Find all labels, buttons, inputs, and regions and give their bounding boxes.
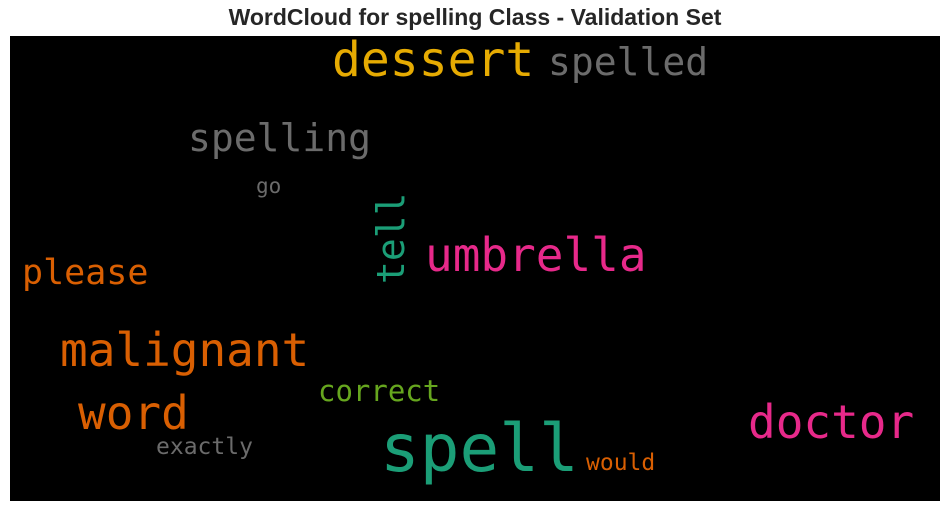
- word-word: word: [78, 386, 189, 440]
- chart-title: WordCloud for spelling Class - Validatio…: [228, 4, 722, 30]
- word-please: please: [22, 253, 148, 293]
- word-spell: spell: [380, 410, 579, 487]
- word-dessert: dessert: [332, 36, 534, 88]
- word-tell: tell: [369, 192, 413, 284]
- word-go: go: [256, 174, 281, 198]
- word-malignant: malignant: [60, 323, 309, 377]
- word-correct: correct: [318, 374, 440, 408]
- word-doctor: doctor: [748, 395, 914, 449]
- word-spelled: spelled: [548, 40, 708, 84]
- word-spelling: spelling: [188, 116, 371, 160]
- word-umbrella: umbrella: [425, 228, 647, 282]
- word-exactly: exactly: [156, 434, 253, 460]
- wordcloud-svg: spell dessert umbrella malignant doctor word s…: [22, 32, 914, 487]
- word-would: would: [586, 450, 655, 476]
- wordcloud-canvas: spell dessert umbrella malignant doctor word s…: [10, 32, 940, 501]
